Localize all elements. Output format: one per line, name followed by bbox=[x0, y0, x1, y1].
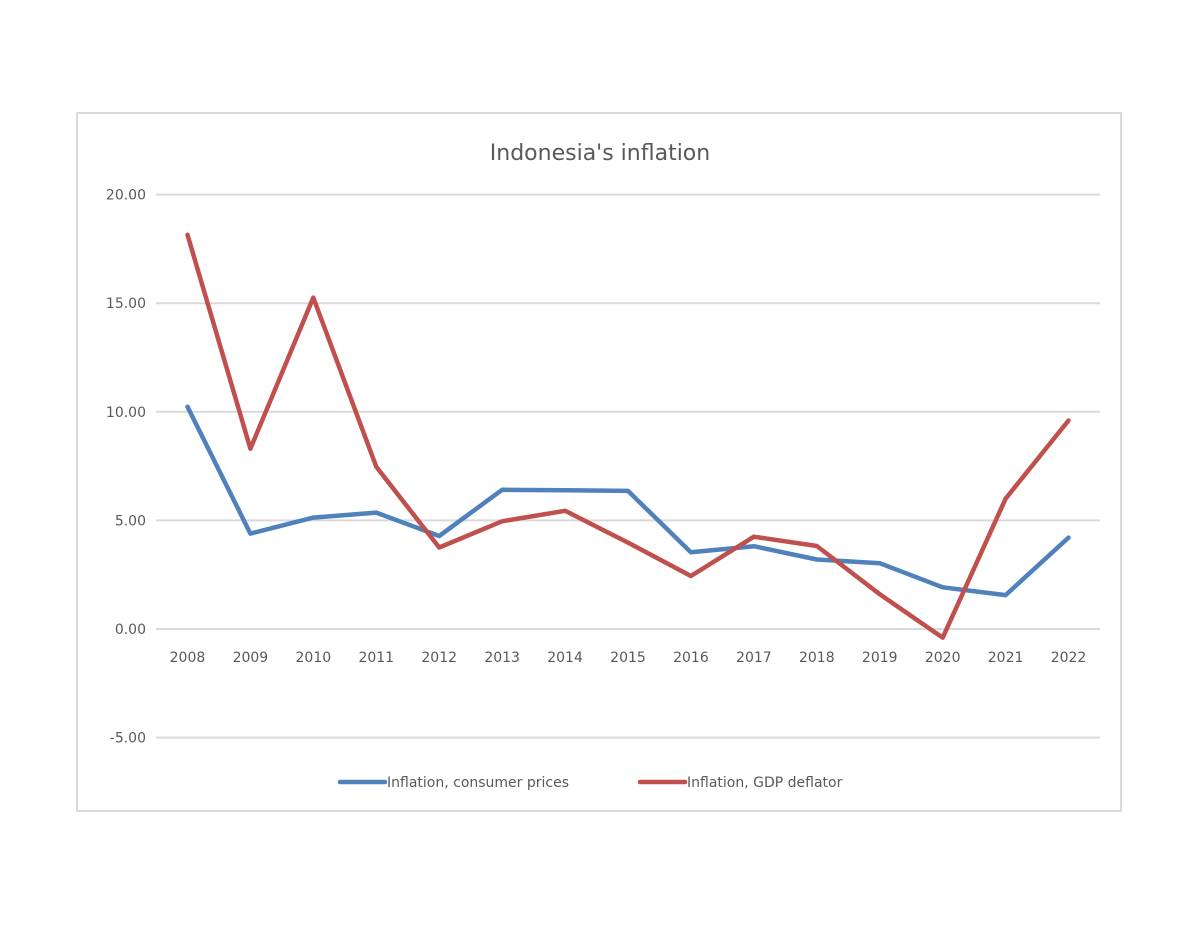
y-tick-label: 10.00 bbox=[106, 405, 146, 421]
x-tick-label: 2009 bbox=[233, 650, 269, 666]
y-tick-label: 20.00 bbox=[106, 188, 146, 204]
x-tick-label: 2015 bbox=[610, 650, 646, 666]
legend-label: Inflation, consumer prices bbox=[387, 775, 569, 791]
x-tick-label: 2014 bbox=[547, 650, 583, 666]
x-tick-label: 2010 bbox=[296, 650, 332, 666]
y-tick-label: 5.00 bbox=[115, 513, 146, 529]
x-tick-label: 2019 bbox=[862, 650, 898, 666]
x-tick-label: 2021 bbox=[988, 650, 1024, 666]
x-tick-label: 2022 bbox=[1051, 650, 1087, 666]
x-tick-label: 2008 bbox=[170, 650, 206, 666]
chart-title: Indonesia's inflation bbox=[490, 141, 710, 166]
x-tick-label: 2016 bbox=[673, 650, 709, 666]
y-tick-label: -5.00 bbox=[110, 731, 146, 747]
x-tick-label: 2018 bbox=[799, 650, 835, 666]
series-line-0 bbox=[185, 404, 1071, 598]
x-tick-label: 2011 bbox=[358, 650, 394, 666]
y-tick-label: 0.00 bbox=[115, 622, 146, 638]
legend-label: Inflation, GDP deflator bbox=[687, 775, 843, 791]
x-tick-label: 2020 bbox=[925, 650, 961, 666]
x-tick-label: 2012 bbox=[421, 650, 457, 666]
y-tick-label: 15.00 bbox=[106, 296, 146, 312]
x-tick-label: 2013 bbox=[484, 650, 520, 666]
series-line-1 bbox=[185, 232, 1071, 640]
chart-frame bbox=[76, 112, 1122, 812]
x-tick-label: 2017 bbox=[736, 650, 772, 666]
